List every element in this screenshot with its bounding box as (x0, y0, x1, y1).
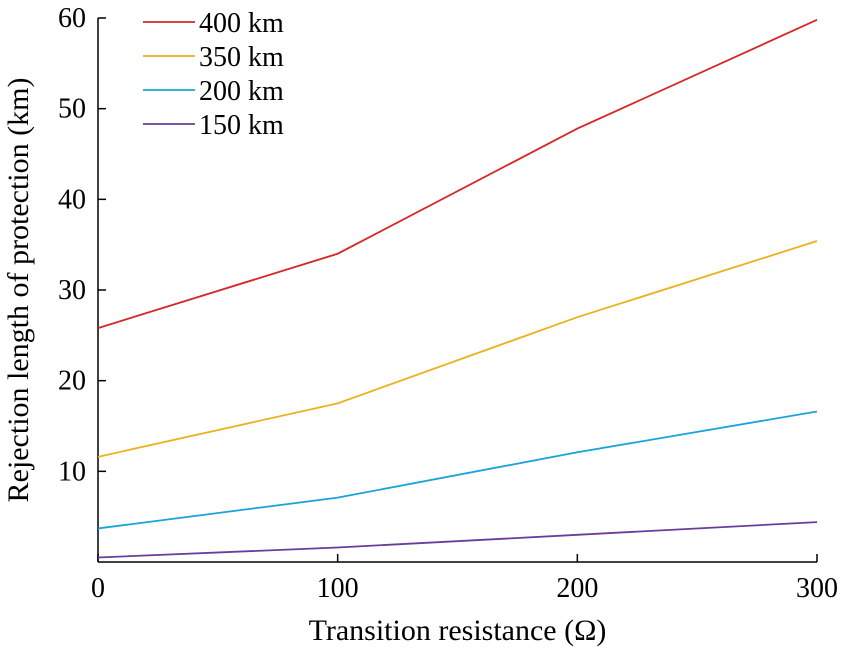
x-ticks: 0 100 200 300 (91, 554, 838, 604)
x-tick-label: 100 (317, 573, 359, 604)
legend-label-350-km: 350 km (199, 42, 284, 73)
y-tick-label: 20 (58, 366, 86, 397)
y-tick-label: 60 (58, 3, 86, 34)
x-tick-label: 0 (91, 573, 105, 604)
series-line-400-km (97, 18, 818, 329)
legend-label-400-km: 400 km (199, 8, 284, 39)
x-tick-label: 300 (796, 573, 838, 604)
y-ticks: 10 20 30 40 50 60 (58, 3, 106, 487)
legend-label-200-km: 200 km (199, 76, 284, 107)
y-tick-label: 10 (58, 456, 86, 487)
x-axis-title: Transition resistance (Ω) (309, 614, 607, 647)
y-axis-title: Rejection length of protection (km) (2, 78, 35, 503)
series-line-350-km (97, 240, 818, 458)
y-tick-label: 40 (58, 184, 86, 215)
series-line-150-km (97, 521, 818, 559)
series-line-200-km (97, 410, 818, 530)
legend-label-150-km: 150 km (199, 110, 284, 141)
y-tick-label: 50 (58, 94, 86, 125)
x-tick-label: 200 (556, 573, 598, 604)
series-lines (97, 18, 818, 559)
y-tick-label: 30 (58, 275, 86, 306)
